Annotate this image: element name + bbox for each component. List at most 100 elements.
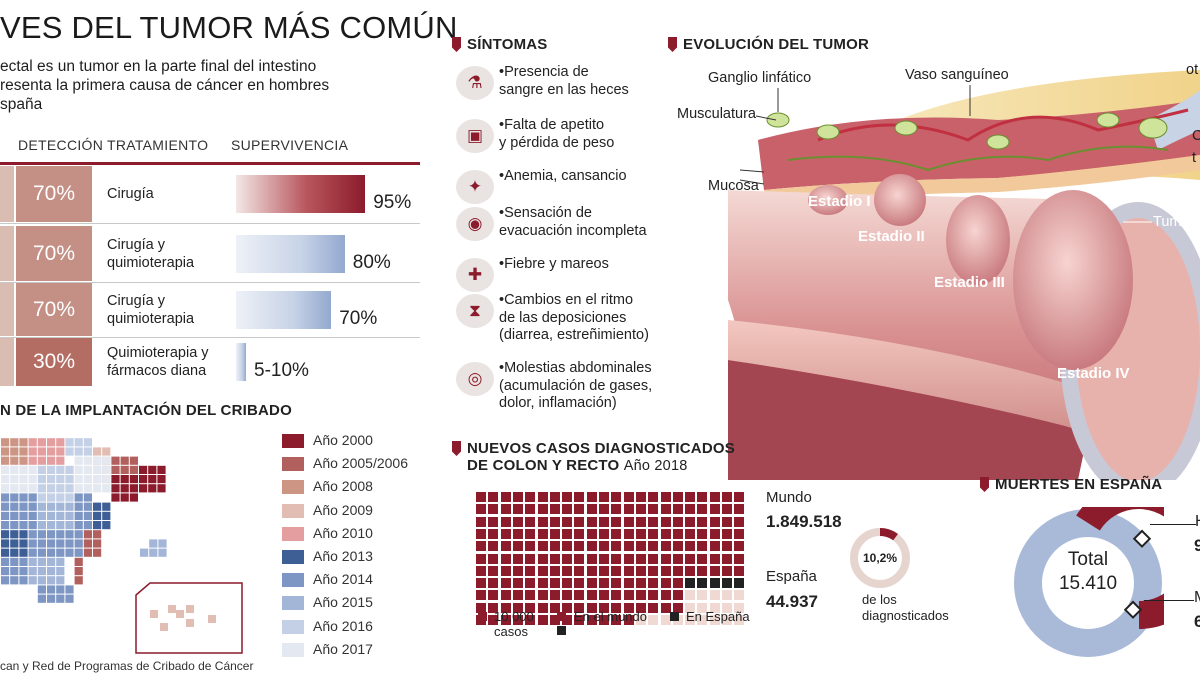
map-cell bbox=[28, 447, 37, 456]
map-cell bbox=[111, 493, 120, 502]
col-header-treatment: TRATAMIENTO bbox=[107, 137, 209, 153]
map-cell bbox=[37, 465, 46, 474]
map-cell-islands bbox=[149, 548, 158, 557]
deaths-heading: MUERTES EN ESPAÑA bbox=[980, 476, 1162, 493]
legend-swatch bbox=[282, 434, 304, 448]
waffle-cell bbox=[709, 541, 720, 552]
symptom-line: evacuación incompleta bbox=[499, 222, 647, 239]
lymph-vessel bbox=[787, 145, 1169, 172]
waffle-cell bbox=[574, 578, 585, 589]
waffle-cell bbox=[660, 528, 671, 539]
symptom-line: y pérdida de peso bbox=[499, 134, 615, 151]
map-cell bbox=[37, 502, 46, 511]
waffle-cell bbox=[512, 565, 523, 576]
blood-vessel bbox=[817, 108, 1189, 142]
map-cell bbox=[37, 576, 46, 585]
map-cell bbox=[65, 521, 74, 530]
treatment-line: fármacos diana bbox=[107, 363, 207, 379]
waffle-cell bbox=[562, 504, 573, 515]
waffle-cell bbox=[660, 492, 671, 502]
map-cell bbox=[111, 475, 120, 484]
waffle-cell bbox=[512, 492, 523, 502]
waffle-cell bbox=[512, 504, 523, 515]
map-cell bbox=[56, 576, 65, 585]
waffle-cell bbox=[574, 528, 585, 539]
waffle-cell bbox=[697, 541, 708, 552]
map-cell bbox=[28, 567, 37, 576]
waffle-cell bbox=[685, 578, 696, 589]
deaths-marker bbox=[1132, 529, 1152, 548]
map-cell bbox=[19, 567, 28, 576]
map-cell bbox=[28, 557, 37, 566]
map-cell-islands bbox=[158, 539, 167, 548]
label-stage-3: Estadio III bbox=[934, 274, 1005, 291]
waffle-cell bbox=[672, 516, 683, 527]
map-cell bbox=[93, 530, 102, 539]
waffle-cell bbox=[599, 541, 609, 552]
detection-cell: 30% bbox=[16, 338, 92, 386]
source-note: can y Red de Programas de Cribado de Cán… bbox=[0, 659, 254, 673]
waffle-cell bbox=[586, 590, 597, 601]
map-cell bbox=[1, 548, 10, 557]
lymph-node bbox=[1096, 112, 1120, 128]
waffle-cell bbox=[488, 528, 499, 539]
waffle-cell bbox=[562, 590, 573, 601]
new-cases-heading-text: NUEVOS CASOS DIAGNOSTICADOS DE COLON Y R… bbox=[467, 440, 735, 474]
legend-swatch bbox=[282, 503, 304, 518]
symptom-line: (diarrea, estreñimiento) bbox=[499, 327, 649, 343]
legend-world-swatch bbox=[557, 612, 566, 621]
waffle-cell bbox=[611, 528, 622, 539]
label-partial-c: C bbox=[1192, 128, 1200, 144]
waffle-cell bbox=[500, 528, 511, 539]
waffle-cell bbox=[537, 590, 548, 601]
map-cell bbox=[37, 475, 46, 484]
symptom-line: •Presencia de bbox=[499, 64, 589, 80]
map-cell bbox=[47, 594, 56, 603]
waffle-cell bbox=[586, 528, 597, 539]
legend-unit-line: casos bbox=[494, 624, 528, 639]
legend-swatch bbox=[282, 526, 304, 541]
map-cell bbox=[1, 521, 10, 530]
legend-unit-label: 10.000 casos bbox=[494, 609, 534, 639]
waffle-cell bbox=[623, 602, 634, 613]
map-cell bbox=[148, 465, 157, 474]
waffle-cell bbox=[525, 565, 536, 576]
waffle-cell bbox=[537, 541, 548, 552]
heading-line-text: DE COLON Y RECTO bbox=[467, 457, 620, 474]
map-cell bbox=[10, 511, 19, 520]
map-cell bbox=[19, 539, 28, 548]
waffle-cell bbox=[648, 578, 659, 589]
map-cell bbox=[74, 548, 83, 557]
map-cell bbox=[83, 493, 92, 502]
symptom-line: •Falta de apetito bbox=[499, 117, 605, 133]
waffle-cell bbox=[512, 516, 523, 527]
pct-donut bbox=[850, 528, 910, 588]
waffle-cell bbox=[476, 553, 486, 564]
symptom-line: sangre en las heces bbox=[499, 81, 629, 98]
map-cell bbox=[1, 493, 10, 502]
waffle-cell bbox=[660, 590, 671, 601]
waffle-cell bbox=[722, 602, 732, 613]
map-cell bbox=[65, 484, 74, 493]
pct-caption-line: de los bbox=[862, 592, 897, 607]
waffle-cell bbox=[500, 565, 511, 576]
map-cell-islands bbox=[149, 539, 158, 548]
waffle-cell bbox=[562, 541, 573, 552]
waffle-cell bbox=[672, 541, 683, 552]
map-cell bbox=[19, 484, 28, 493]
waffle-cell bbox=[500, 553, 511, 564]
map-cell bbox=[10, 465, 19, 474]
waffle-cell bbox=[500, 541, 511, 552]
survival-bar bbox=[236, 290, 332, 329]
map-cell bbox=[129, 456, 138, 465]
map-cell bbox=[129, 475, 138, 484]
waffle-cell bbox=[599, 602, 609, 613]
col-header-detection: DETECCIÓN bbox=[18, 137, 104, 153]
waffle-cell bbox=[562, 528, 573, 539]
waffle-cell bbox=[672, 492, 683, 502]
treatment-cell: Quimioterapia y fármacos diana bbox=[107, 344, 209, 380]
map-cell bbox=[65, 447, 74, 456]
waffle-cell bbox=[697, 578, 708, 589]
map-cell bbox=[1, 447, 10, 456]
waffle-cell bbox=[722, 492, 732, 502]
